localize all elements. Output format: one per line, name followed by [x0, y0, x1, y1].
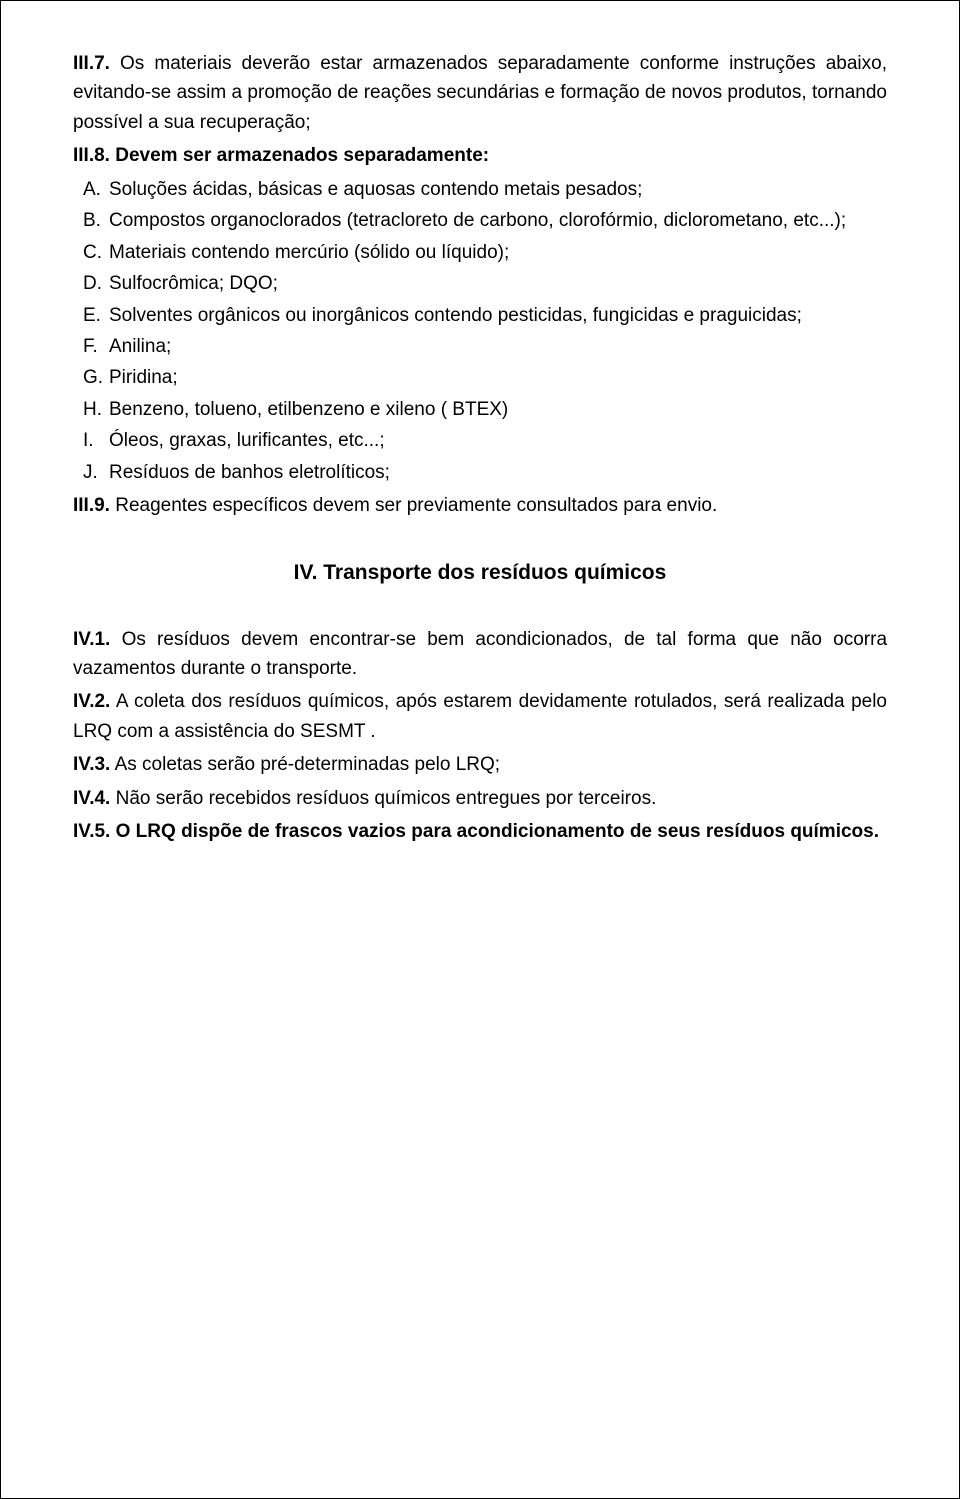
list-item-G: G.Piridina; [73, 363, 887, 392]
label-IV5: IV.5. [73, 821, 110, 842]
paragraph-IV1: IV.1. Os resíduos devem encontrar-se bem… [73, 625, 887, 684]
label-III7: III.7. [73, 53, 110, 74]
document-page: III.7. Os materiais deverão estar armaze… [0, 0, 960, 1499]
marker-C: C. [83, 238, 109, 267]
list-item-C: C.Materiais contendo mercúrio (sólido ou… [73, 238, 887, 267]
text-H: Benzeno, tolueno, etilbenzeno e xileno (… [109, 399, 508, 420]
paragraph-III9: III.9. Reagentes específicos devem ser p… [73, 491, 887, 520]
ordered-list-letters: A.Soluções ácidas, básicas e aquosas con… [73, 175, 887, 487]
text-III7: Os materiais deverão estar armazenados s… [73, 53, 887, 133]
text-IV3: As coletas serão pré-determinadas pelo L… [115, 754, 500, 775]
text-IV1: Os resíduos devem encontrar-se bem acond… [73, 629, 887, 679]
list-item-H: H.Benzeno, tolueno, etilbenzeno e xileno… [73, 395, 887, 424]
paragraph-IV5: IV.5. O LRQ dispõe de frascos vazios par… [73, 817, 887, 846]
text-IV5: O LRQ dispõe de frascos vazios para acon… [116, 821, 879, 842]
list-item-B: B.Compostos organoclorados (tetracloreto… [73, 206, 887, 235]
list-item-E: E.Solventes orgânicos ou inorgânicos con… [73, 301, 887, 330]
marker-G: G. [83, 363, 109, 392]
text-IV4: Não serão recebidos resíduos químicos en… [116, 788, 657, 809]
label-IV3: IV.3. [73, 754, 110, 775]
text-G: Piridina; [109, 367, 178, 388]
list-item-J: J.Resíduos de banhos eletrolíticos; [73, 458, 887, 487]
list-item-A: A.Soluções ácidas, básicas e aquosas con… [73, 175, 887, 204]
marker-E: E. [83, 301, 109, 330]
heading-IV: IV. Transporte dos resíduos químicos [73, 561, 887, 585]
text-IV2: A coleta dos resíduos químicos, após est… [73, 691, 887, 741]
paragraph-III8: III.8. Devem ser armazenados separadamen… [73, 141, 887, 170]
marker-J: J. [83, 458, 109, 487]
marker-A: A. [83, 175, 109, 204]
text-F: Anilina; [109, 336, 171, 357]
label-IV4: IV.4. [73, 788, 110, 809]
marker-F: F. [83, 332, 109, 361]
list-item-F: F.Anilina; [73, 332, 887, 361]
text-A: Soluções ácidas, básicas e aquosas conte… [109, 179, 642, 200]
text-D: Sulfocrômica; DQO; [109, 273, 278, 294]
paragraph-IV2: IV.2. A coleta dos resíduos químicos, ap… [73, 687, 887, 746]
text-E: Solventes orgânicos ou inorgânicos conte… [109, 305, 802, 326]
label-IV2: IV.2. [73, 691, 110, 712]
paragraph-IV4: IV.4. Não serão recebidos resíduos quími… [73, 784, 887, 813]
label-III9: III.9. [73, 495, 110, 516]
text-C: Materiais contendo mercúrio (sólido ou l… [109, 242, 509, 263]
paragraph-III7: III.7. Os materiais deverão estar armaze… [73, 49, 887, 137]
paragraph-IV3: IV.3. As coletas serão pré-determinadas … [73, 750, 887, 779]
label-III8: III.8. [73, 145, 110, 166]
text-III8: Devem ser armazenados separadamente: [115, 145, 489, 166]
marker-H: H. [83, 395, 109, 424]
text-J: Resíduos de banhos eletrolíticos; [109, 462, 390, 483]
list-item-D: D.Sulfocrômica; DQO; [73, 269, 887, 298]
text-III9: Reagentes específicos devem ser previame… [115, 495, 717, 516]
text-I: Óleos, graxas, lurificantes, etc...; [109, 430, 385, 451]
marker-D: D. [83, 269, 109, 298]
text-B: Compostos organoclorados (tetracloreto d… [109, 210, 846, 231]
marker-B: B. [83, 206, 109, 235]
marker-I: I. [83, 426, 109, 455]
label-IV1: IV.1. [73, 629, 110, 650]
list-item-I: I.Óleos, graxas, lurificantes, etc...; [73, 426, 887, 455]
